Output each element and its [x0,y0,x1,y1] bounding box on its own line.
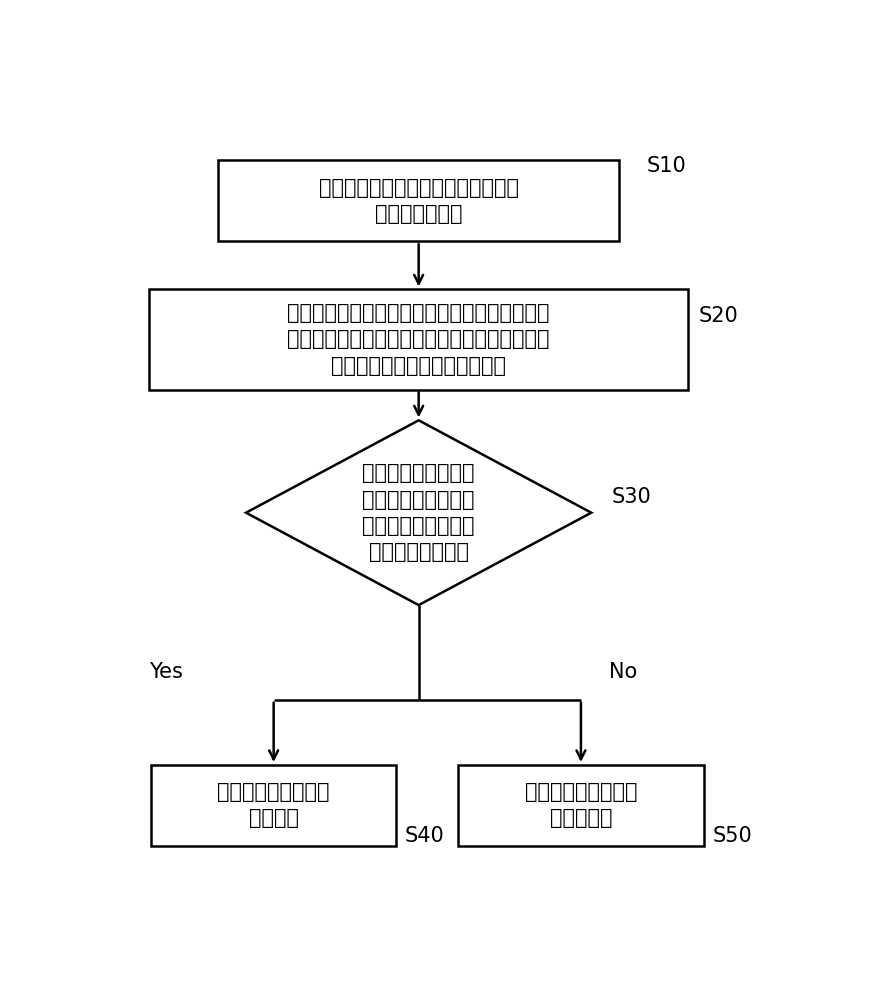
Text: S10: S10 [647,156,686,176]
Text: 确定所述扫地机器人沿墙体移动至墙
角的待转向位置: 确定所述扫地机器人沿墙体移动至墙 角的待转向位置 [319,178,519,224]
Text: S30: S30 [612,487,651,507]
Text: No: No [609,662,637,682]
Text: 控制所述扫地机器人
进行避障: 控制所述扫地机器人 进行避障 [217,782,330,828]
FancyBboxPatch shape [218,160,619,241]
FancyBboxPatch shape [150,289,688,390]
Polygon shape [246,420,592,605]
FancyBboxPatch shape [458,765,704,846]
Text: 控制所述扫地机器人
沿墙体行进: 控制所述扫地机器人 沿墙体行进 [525,782,637,828]
Text: S20: S20 [699,306,738,326]
Text: S40: S40 [405,826,445,846]
FancyBboxPatch shape [151,765,396,846]
Text: 根据所述线激光传感
器转动过程中获取的
扫描数据判断墙角位
置是否存在障碍物: 根据所述线激光传感 器转动过程中获取的 扫描数据判断墙角位 置是否存在障碍物 [363,463,475,562]
Text: S50: S50 [712,826,752,846]
Text: Yes: Yes [150,662,184,682]
Text: 控制所述扫地机器人靠近待转向一侧的线激光传
感器朝待转向方向转动，以及控制所述扫地机器
人的机体向所述待转向方向转动: 控制所述扫地机器人靠近待转向一侧的线激光传 感器朝待转向方向转动，以及控制所述扫… [288,303,550,376]
